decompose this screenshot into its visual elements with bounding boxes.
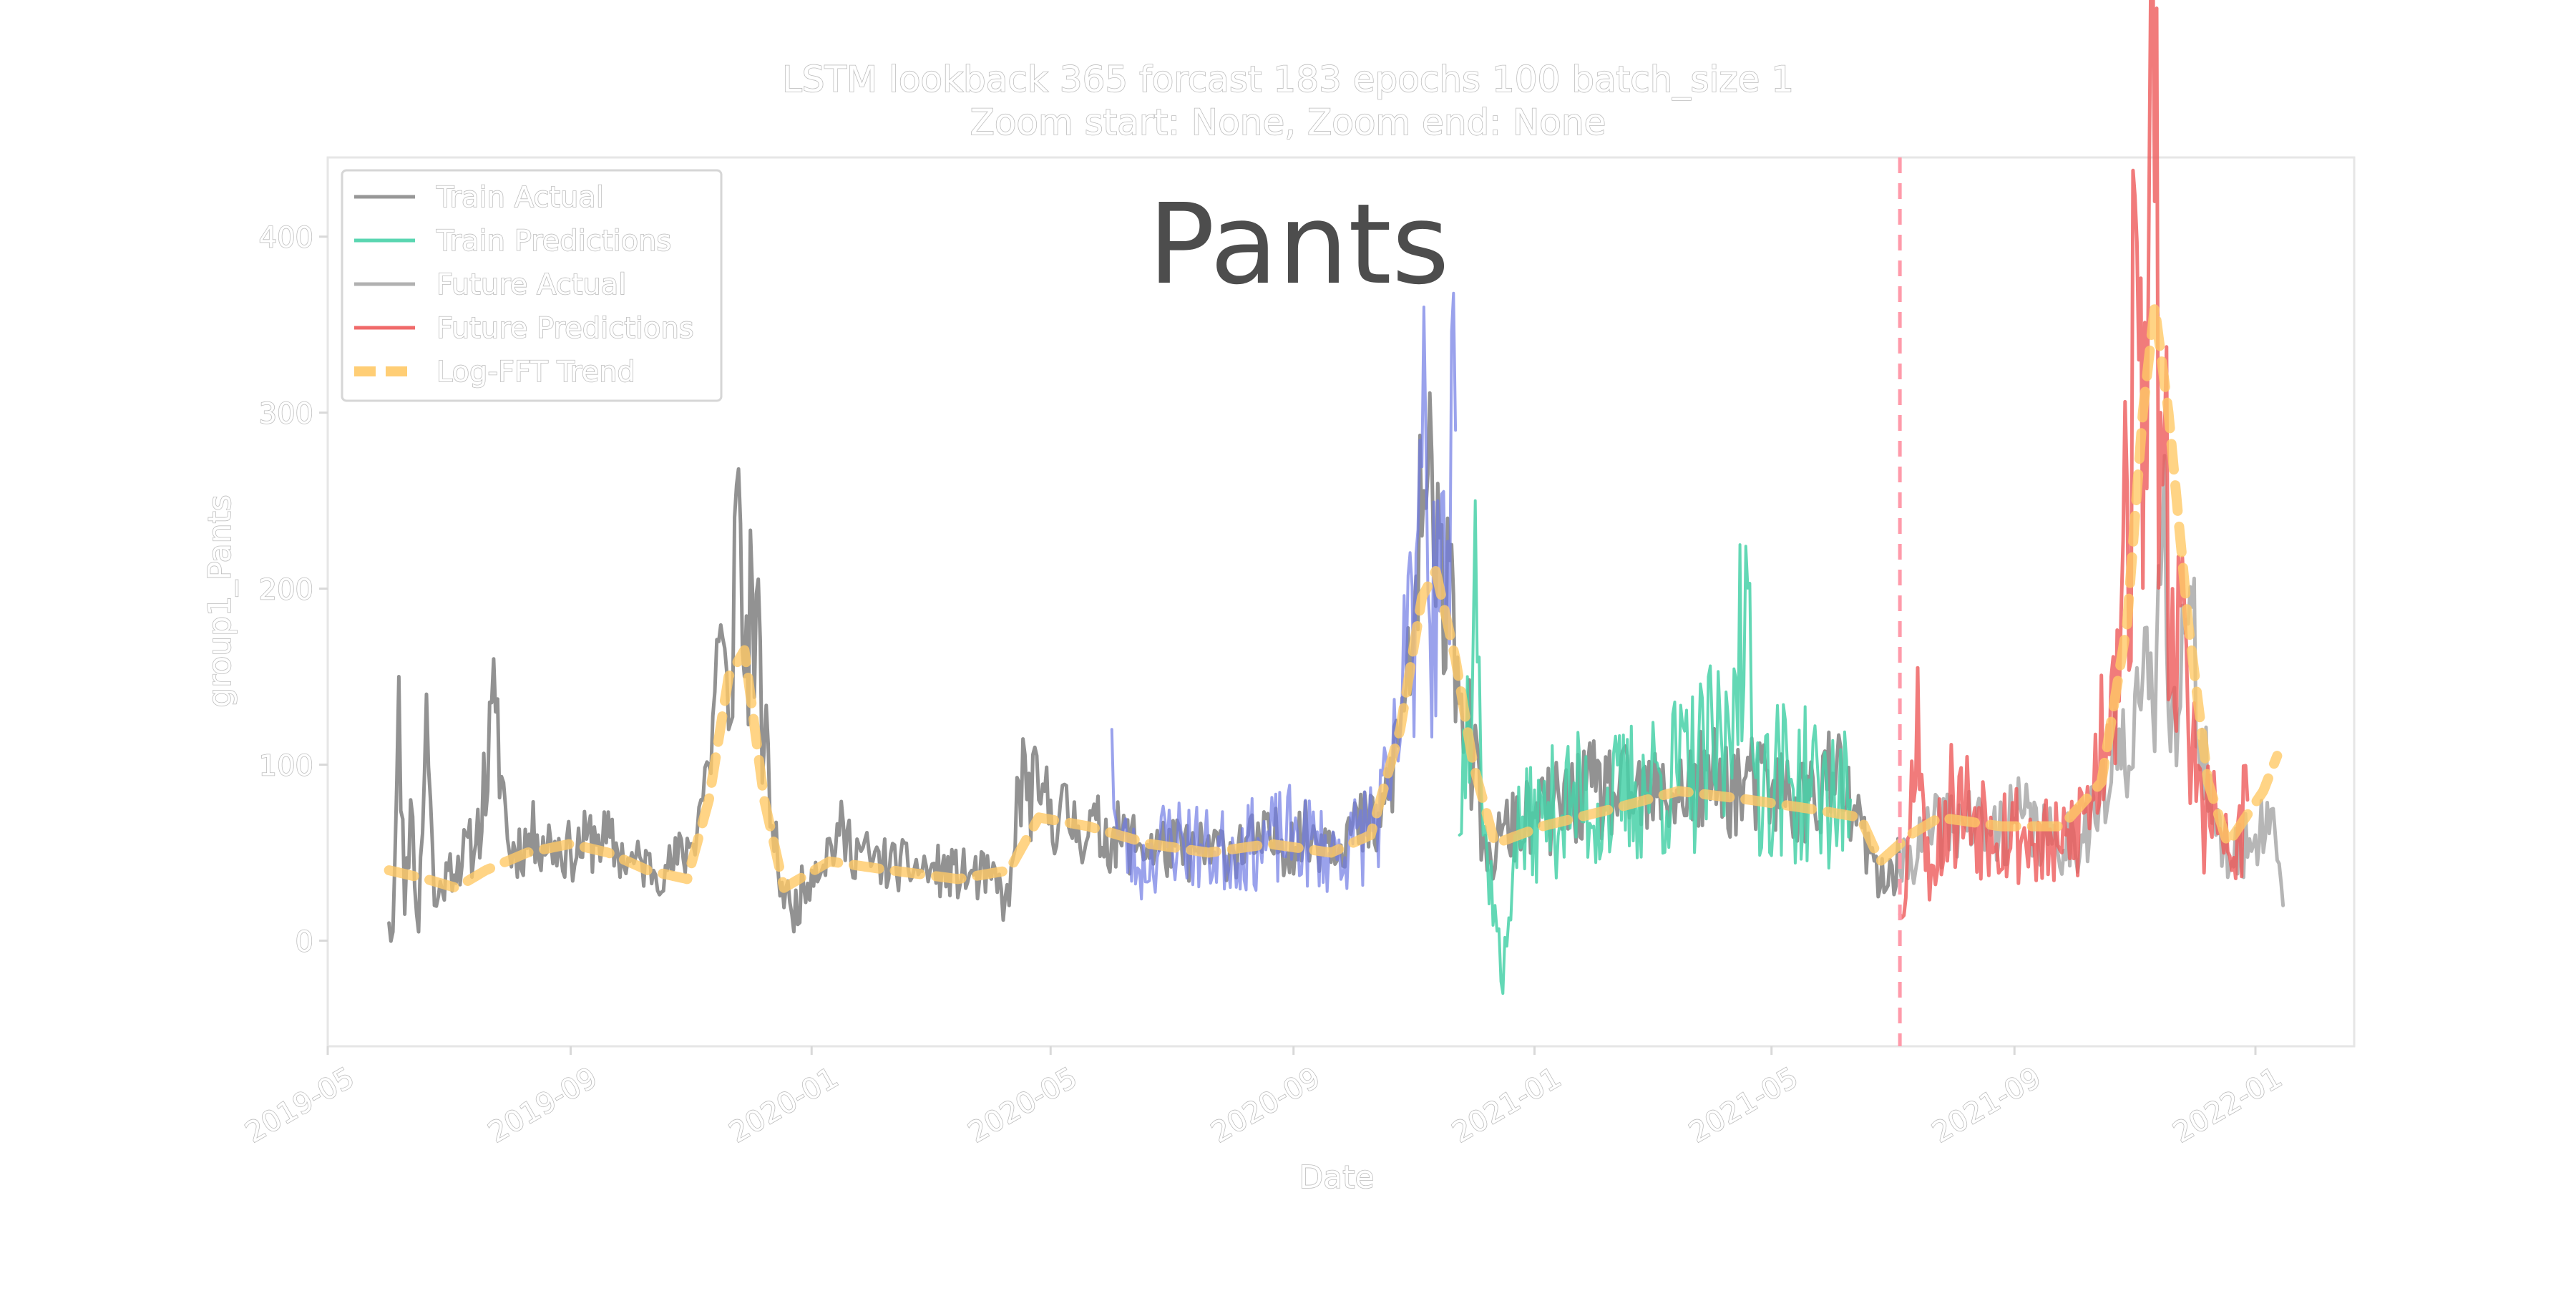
legend-item: Log-FFT Trend [354, 355, 636, 389]
legend-label: Log-FFT Trend [436, 356, 635, 389]
y-tick-label: 400 [259, 222, 313, 255]
legend-label: Future Actual [436, 268, 626, 301]
legend-box [341, 169, 723, 402]
legend-item: Train Actual [354, 180, 605, 215]
y-axis-label: group1_Pants [202, 495, 238, 707]
legend-item: Train Predictions [354, 224, 672, 258]
legend-item: Future Actual [354, 268, 627, 302]
legend-label: Train Predictions [436, 225, 671, 258]
chart-subtitle: Zoom start: None, Zoom end: None [970, 102, 1606, 143]
legend-label: Future Predictions [436, 312, 694, 345]
y-tick-label: 100 [259, 749, 313, 782]
pants-watermark-label: Pants [1148, 180, 1449, 309]
y-tick-label: 200 [259, 574, 313, 607]
series-line-log_fft_trend [384, 302, 2283, 893]
series-layer [384, 0, 2285, 995]
y-tick-label: 0 [296, 925, 313, 958]
y-tick-label: 300 [259, 398, 313, 431]
series-line-train_predictions_green [1458, 499, 1853, 995]
x-axis-label: Date [1299, 1159, 1374, 1196]
chart-legend: Train Actual Train Predictions Future Actu… [341, 169, 723, 402]
legend-item: Future Predictions [354, 311, 694, 346]
legend-label: Train Actual [436, 181, 604, 214]
chart-title: LSTM lookback 365 forcast 183 epochs 100… [782, 59, 1794, 100]
series-line-train_predictions_blue [1110, 291, 1458, 901]
